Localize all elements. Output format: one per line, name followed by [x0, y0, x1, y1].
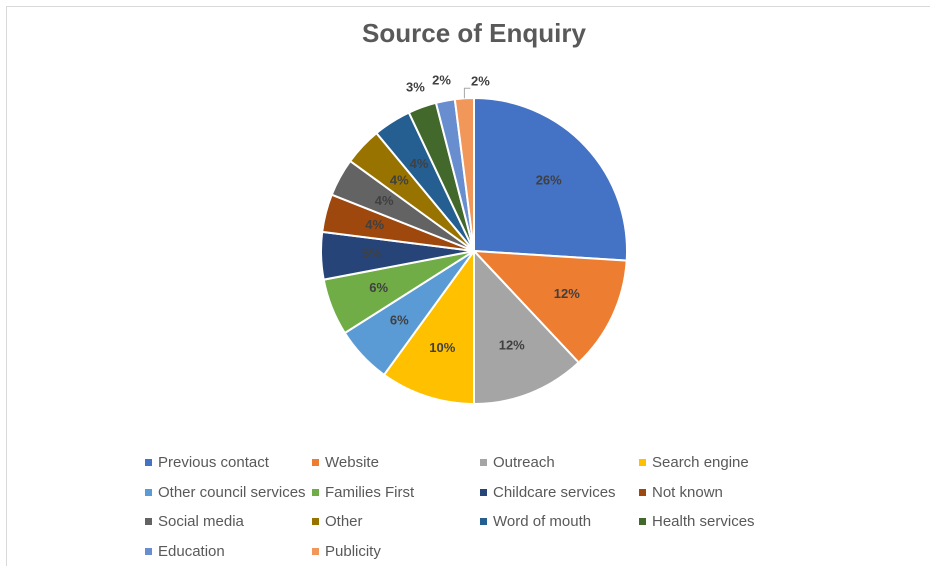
- legend-label: Education: [158, 542, 225, 560]
- legend-item: Website: [312, 448, 379, 478]
- legend-label: Outreach: [493, 454, 555, 472]
- legend-item: Not known: [639, 478, 723, 508]
- legend-item: Publicity: [312, 537, 381, 567]
- legend-item: Social media: [145, 507, 244, 537]
- data-label: 5%: [362, 246, 381, 261]
- legend-swatch: [639, 488, 646, 496]
- chart-legend: Previous contact Website Outreach Search en…: [145, 448, 845, 566]
- legend-label: Not known: [652, 483, 723, 501]
- legend-label: Word of mouth: [493, 513, 592, 531]
- legend-label: Search engine: [652, 454, 749, 472]
- legend-item: Families First: [312, 478, 414, 508]
- data-label: 12%: [554, 286, 580, 301]
- legend-item: Search engine: [639, 448, 749, 478]
- legend-swatch: [480, 488, 487, 496]
- legend-row: Previous contact Website Outreach Search en…: [145, 448, 845, 478]
- legend-item: Other: [312, 507, 363, 537]
- legend-swatch: [312, 547, 319, 555]
- legend-swatch: [312, 518, 319, 526]
- legend-swatch: [312, 488, 319, 496]
- pie-slice-search-engine: [382, 247, 475, 406]
- legend-swatch: [639, 459, 646, 467]
- data-label: 4%: [365, 217, 384, 232]
- data-label: 4%: [390, 172, 409, 187]
- legend-row: Education Publicity: [145, 537, 845, 567]
- pie-slice-publicity: [453, 96, 475, 252]
- legend-item: Childcare services: [480, 478, 616, 508]
- legend-swatch: [145, 459, 152, 467]
- legend-label: Previous contact: [158, 454, 269, 472]
- legend-swatch: [312, 459, 319, 467]
- pie-slice-outreach: [473, 248, 581, 406]
- legend-item: Word of mouth: [480, 507, 591, 537]
- data-label: 3%: [406, 80, 425, 95]
- chart-frame: [6, 6, 930, 566]
- data-label: 12%: [499, 338, 525, 353]
- legend-label: Childcare services: [493, 483, 616, 501]
- legend-item: Education: [145, 537, 225, 567]
- legend-swatch: [145, 488, 152, 496]
- legend-label: Health services: [652, 513, 755, 531]
- legend-item: Previous contact: [145, 448, 269, 478]
- legend-label: Publicity: [325, 542, 381, 560]
- data-label: 26%: [536, 172, 562, 187]
- pie-slice-previous-contact: [473, 96, 628, 262]
- data-label: 4%: [375, 193, 394, 208]
- legend-row: Social media Other Word of mouth Health ser…: [145, 507, 845, 537]
- legend-swatch: [480, 459, 487, 467]
- legend-label: Website: [325, 454, 379, 472]
- legend-item: Outreach: [480, 448, 555, 478]
- legend-row: Other council services Families First Chil…: [145, 478, 845, 508]
- legend-label: Other council services: [158, 483, 306, 501]
- legend-swatch: [145, 547, 152, 555]
- legend-swatch: [639, 518, 646, 526]
- chart-title: Source of Enquiry: [362, 18, 586, 48]
- data-label: 2%: [432, 73, 451, 88]
- legend-item: Other council services: [145, 478, 306, 508]
- pie-chart: 26%12%12%10%6%6%5%4%4%4%4%3% 2% 2%: [320, 73, 628, 406]
- data-label: 2%: [471, 74, 490, 89]
- legend-label: Other: [325, 513, 363, 531]
- data-label: 6%: [369, 280, 388, 295]
- leader-line: [463, 87, 471, 99]
- pie-slice-website: [471, 249, 628, 364]
- legend-label: Families First: [325, 483, 415, 501]
- legend-swatch: [145, 518, 152, 526]
- data-label: 6%: [390, 313, 409, 328]
- legend-swatch: [480, 518, 487, 526]
- legend-item: Health services: [639, 507, 755, 537]
- legend-label: Social media: [158, 513, 244, 531]
- data-label: 10%: [429, 340, 455, 355]
- data-label: 4%: [410, 156, 429, 171]
